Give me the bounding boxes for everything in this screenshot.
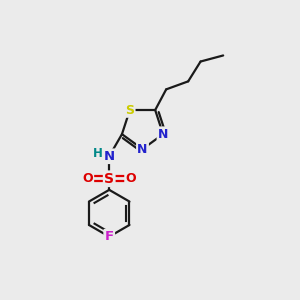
- Text: O: O: [125, 172, 136, 185]
- Text: N: N: [103, 150, 115, 163]
- Text: S: S: [104, 172, 114, 186]
- Text: N: N: [158, 128, 168, 141]
- Text: O: O: [82, 172, 93, 185]
- Text: H: H: [93, 147, 103, 160]
- Text: N: N: [137, 142, 148, 156]
- Text: S: S: [125, 103, 134, 116]
- Text: F: F: [105, 230, 114, 243]
